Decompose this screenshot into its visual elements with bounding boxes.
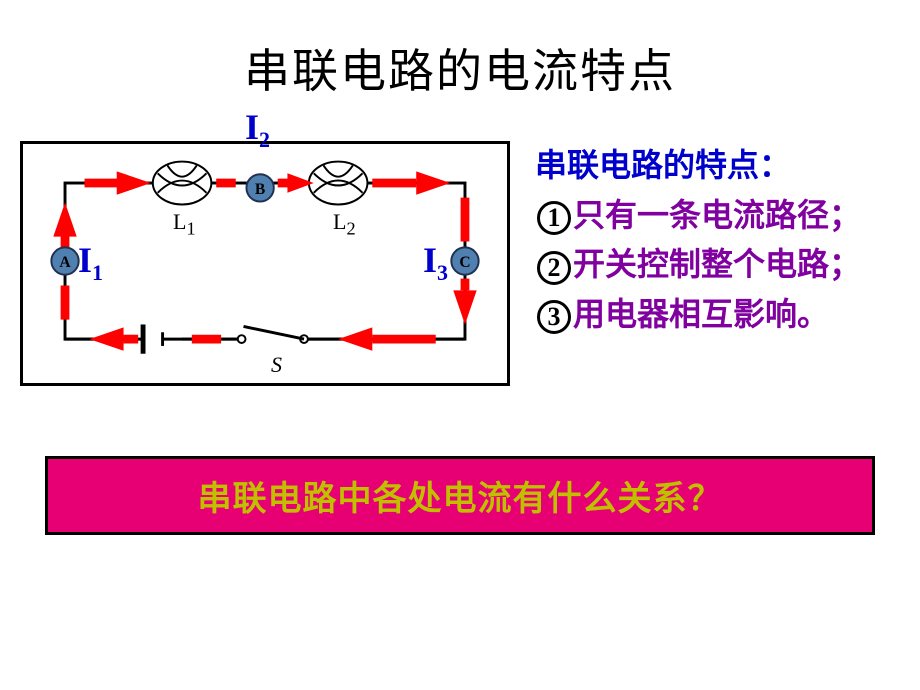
question-text: 串联电路中各处电流有什么关系？	[198, 481, 723, 518]
question-box: 串联电路中各处电流有什么关系？	[45, 456, 875, 535]
label-i1: I1	[78, 239, 103, 286]
main-row: A B C I1 I2 I3 L1 L2 S 串联电路的特点： 1只有一条	[0, 141, 920, 386]
num-2: 2	[537, 251, 571, 285]
side-heading: 串联电路的特点：	[535, 141, 900, 191]
label-l2: L2	[333, 209, 356, 239]
label-i3: I3	[423, 239, 448, 286]
page-title: 串联电路的电流特点	[0, 0, 920, 101]
label-l1: L1	[173, 209, 196, 239]
label-i2: I2	[245, 106, 270, 153]
num-1: 1	[537, 201, 571, 235]
svg-text:B: B	[255, 181, 265, 198]
circuit-diagram: A B C I1 I2 I3 L1 L2 S	[20, 141, 510, 386]
side-body: 1只有一条电流路径； 2开关控制整个电路； 3用电器相互影响。	[535, 191, 900, 340]
label-s: S	[271, 352, 282, 378]
svg-text:C: C	[459, 254, 470, 271]
side-text: 串联电路的特点： 1只有一条电流路径； 2开关控制整个电路； 3用电器相互影响。	[510, 141, 900, 386]
num-3: 3	[537, 300, 571, 334]
svg-text:A: A	[59, 254, 71, 271]
